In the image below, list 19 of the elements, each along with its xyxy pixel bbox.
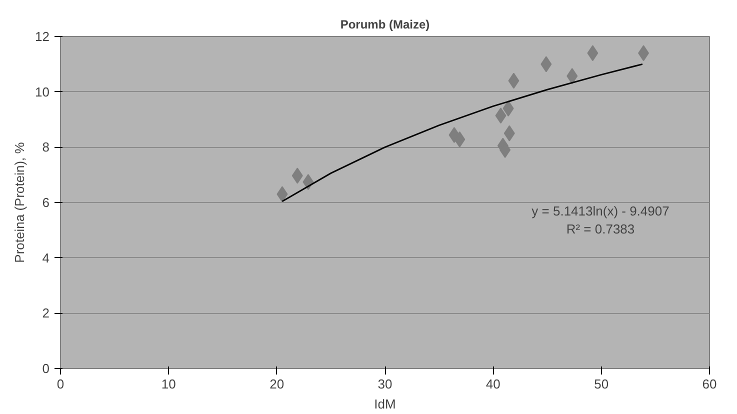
x-tick-label: 50 [594,376,609,392]
x-tick-label: 10 [161,376,176,392]
y-tick-label: 12 [35,29,50,44]
x-axis-title: IdM [374,396,396,412]
x-tick-label: 0 [56,376,64,392]
y-tick-label: 2 [42,306,50,321]
annotation: R² = 0.7383 [566,222,635,236]
y-tick-label: 0 [42,361,50,376]
y-axis-title: Proteina (Protein), % [12,142,28,263]
y-tick-label: 4 [42,250,50,266]
y-tick-label: 6 [42,195,50,210]
y-tick-label: 10 [35,84,50,100]
x-tick-label: 40 [486,376,500,392]
x-tick-label: 60 [702,376,717,392]
x-tick-label: 20 [270,376,284,392]
chart-title: Porumb (Maize) [340,18,430,32]
x-tick-label: 30 [378,376,392,392]
y-tick-label: 8 [42,140,50,155]
annotation: y = 5.1413ln(x) - 9.4907 [532,204,670,218]
